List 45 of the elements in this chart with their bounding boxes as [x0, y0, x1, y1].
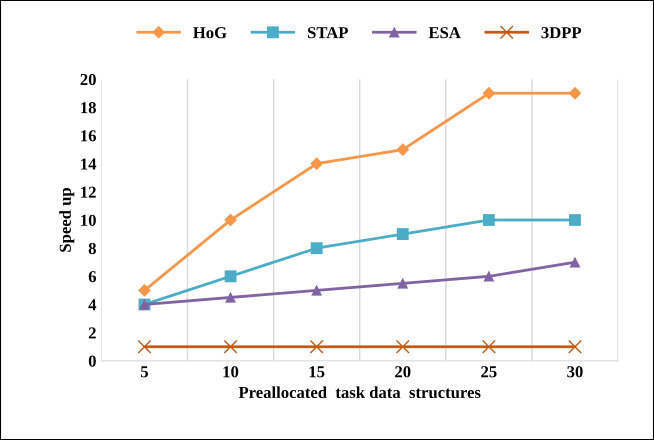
point: [225, 292, 236, 303]
point: [398, 278, 408, 289]
x-tick-label: 30: [567, 366, 583, 378]
point: [310, 242, 323, 254]
point: [396, 143, 409, 156]
y-tick-label: 16: [81, 130, 96, 142]
y-tick-label: 2: [88, 327, 96, 338]
point: [568, 87, 582, 100]
point: [568, 340, 582, 354]
point: [137, 340, 152, 354]
point: [570, 257, 580, 268]
point: [482, 340, 496, 354]
point: [482, 87, 496, 100]
point: [224, 214, 237, 226]
x-tick-label: 10: [224, 366, 238, 378]
x-tick-label: 15: [310, 366, 324, 378]
point: [396, 340, 410, 354]
point: [138, 284, 151, 297]
legend-label: HoG: [193, 27, 227, 38]
y-tick-label: 20: [80, 74, 96, 86]
x-axis-title: Preallocated task data structures: [238, 386, 481, 398]
y-tick-label: 6: [88, 271, 96, 282]
x-tick-label: 5: [140, 366, 148, 378]
y-axis-title: Speed up: [59, 188, 74, 252]
y-tick-label: 4: [88, 299, 96, 310]
y-tick-label: 8: [88, 242, 96, 254]
x-tick-label: 20: [395, 366, 410, 378]
legend-label: 3DPP: [541, 27, 582, 38]
legend-label: STAP: [308, 27, 348, 38]
y-tick-label: 10: [81, 214, 96, 226]
y-tick-label: 0: [88, 356, 96, 367]
x-tick-label: 25: [481, 366, 497, 378]
point: [482, 214, 495, 226]
y-tick-label: 14: [81, 158, 96, 170]
point: [224, 270, 236, 282]
point: [310, 157, 323, 170]
y-tick-label: 18: [81, 102, 96, 114]
y-tick-label: 12: [81, 186, 96, 198]
legend-label: ESA: [428, 27, 461, 38]
point: [396, 228, 409, 240]
point: [569, 214, 581, 226]
point: [224, 340, 238, 354]
point: [311, 285, 322, 296]
point: [484, 271, 494, 282]
point: [310, 340, 324, 354]
